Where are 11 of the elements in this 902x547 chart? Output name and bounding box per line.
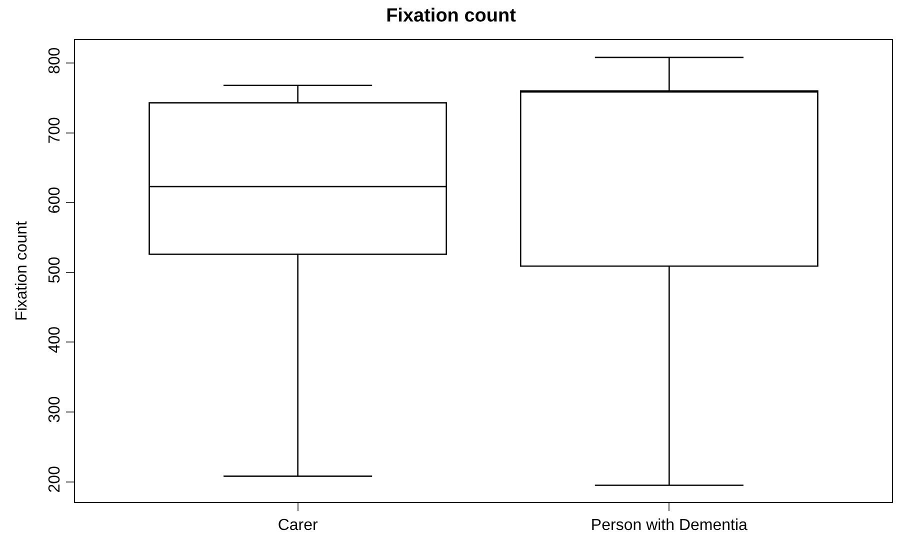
y-tick-label: 500: [46, 256, 64, 284]
y-axis-title: Fixation count: [14, 220, 30, 321]
y-tick-label: 700: [46, 116, 64, 144]
y-tick-label: 200: [46, 466, 64, 493]
y-tick-label: 800: [46, 47, 64, 74]
x-tick-label: Person with Dementia: [590, 517, 748, 534]
y-tick-label: 300: [46, 396, 64, 423]
y-tick-label: 600: [46, 186, 64, 214]
x-tick-label: Carer: [278, 517, 318, 534]
y-tick-label: 400: [46, 326, 64, 354]
chart-title: Fixation count: [386, 6, 517, 27]
